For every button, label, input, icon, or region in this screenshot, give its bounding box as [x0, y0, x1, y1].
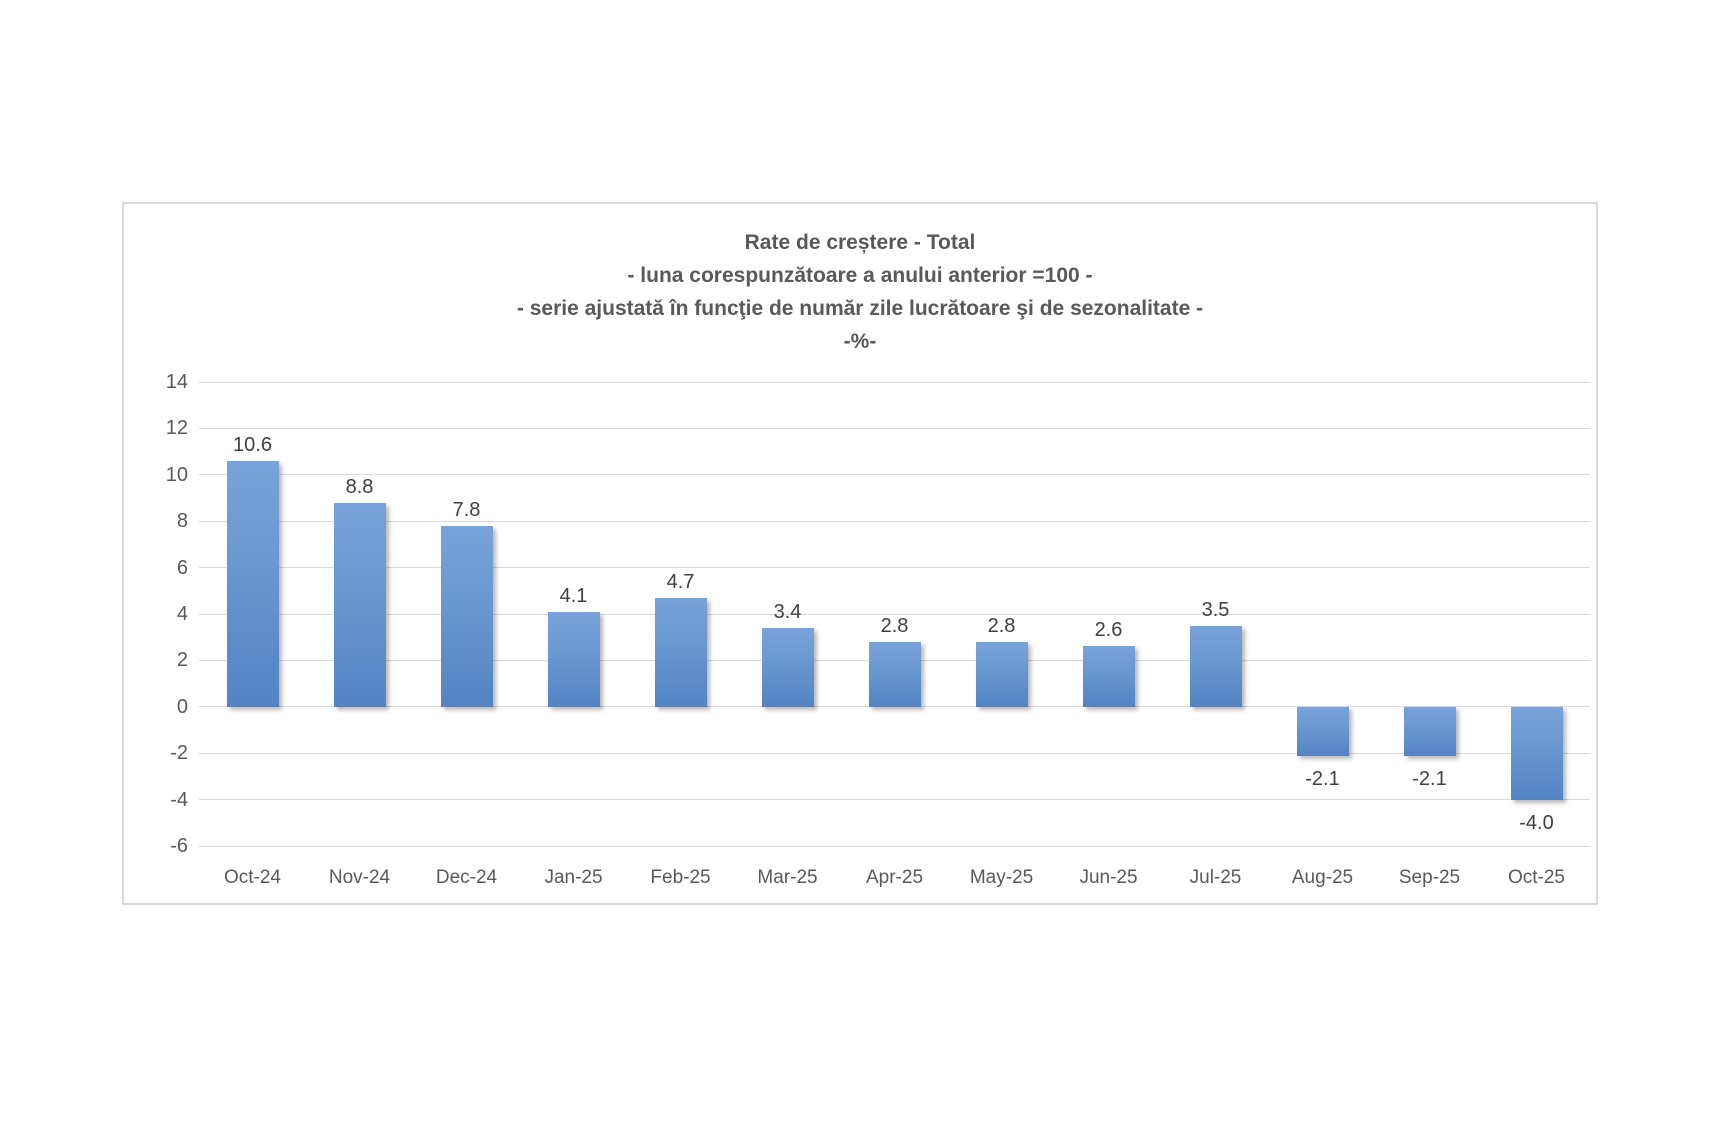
y-axis-label-12: 12 — [165, 417, 188, 440]
y-axis-label--4: -4 — [170, 788, 188, 811]
x-axis-label-Mar-25: Mar-25 — [757, 867, 818, 888]
plot-area: 14 12 10 8 6 4 2 0 -2 -4 -6 10.6 Oct-24 8.8 Nov-24 7.8 D… — [124, 204, 1596, 903]
x-axis-label-Nov-24: Nov-24 — [328, 867, 391, 888]
x-axis-label-May-25: May-25 — [969, 867, 1034, 888]
bar-value-Nov-24: 8.8 — [345, 475, 374, 498]
chart-title-line-2: - luna corespunzătoare a anului anterior… — [627, 264, 1093, 287]
bar-Sep-25 — [1403, 706, 1456, 756]
gridline-y-6 — [199, 567, 1590, 569]
y-axis-label--2: -2 — [170, 742, 188, 765]
bar-Oct-25 — [1510, 706, 1563, 800]
chart-title-line-1: Rate de creștere - Total — [744, 231, 976, 254]
bar-value-Aug-25: -2.1 — [1305, 767, 1340, 790]
gridline-y-14 — [199, 381, 1590, 383]
bar-Aug-25 — [1296, 706, 1349, 756]
bar-Nov-24 — [333, 502, 386, 707]
x-axis-label-Sep-25: Sep-25 — [1398, 867, 1461, 888]
bar-Oct-24 — [226, 460, 279, 707]
bar-value-Apr-25: 2.8 — [880, 614, 909, 637]
bar-value-Sep-25: -2.1 — [1412, 767, 1447, 790]
y-axis-label-8: 8 — [176, 510, 188, 533]
bar-value-Jul-25: 3.5 — [1201, 598, 1230, 621]
gridline-y--6 — [199, 845, 1590, 847]
chart-title: Rate de creștere - Total - luna corespun… — [124, 226, 1596, 358]
bar-value-Jun-25: 2.6 — [1094, 619, 1123, 642]
bar-Apr-25 — [868, 641, 921, 707]
x-axis-label-Dec-24: Dec-24 — [435, 867, 498, 888]
y-axis-label-0: 0 — [176, 695, 188, 718]
x-axis-label-Jun-25: Jun-25 — [1079, 867, 1138, 888]
y-axis-label-4: 4 — [176, 603, 188, 625]
bar-value-Oct-24: 10.6 — [233, 433, 272, 456]
y-axis-label--6: -6 — [170, 835, 188, 857]
x-axis-label-Jul-25: Jul-25 — [1189, 867, 1242, 888]
bar-Dec-24 — [440, 525, 493, 707]
x-axis-label-Oct-25: Oct-25 — [1507, 867, 1566, 888]
chart-frame: Rate de creștere - Total - luna corespun… — [122, 202, 1598, 905]
chart-title-line-4: -%- — [843, 330, 877, 353]
y-axis-label-14: 14 — [165, 371, 188, 393]
bar-Jul-25 — [1189, 625, 1242, 707]
gridline-y--4 — [199, 799, 1590, 801]
bar-value-Dec-24: 7.8 — [452, 498, 481, 521]
bar-Feb-25 — [654, 597, 707, 707]
bar-value-Mar-25: 3.4 — [773, 600, 802, 623]
bar-Jan-25 — [547, 611, 600, 707]
x-axis-label-Aug-25: Aug-25 — [1291, 867, 1354, 888]
bar-value-Feb-25: 4.7 — [666, 570, 695, 593]
x-axis-label-Oct-24: Oct-24 — [223, 867, 282, 888]
y-axis-label-2: 2 — [176, 649, 188, 672]
gridline-y-10 — [199, 474, 1590, 476]
gridline-y-0 — [199, 706, 1590, 708]
bar-Mar-25 — [761, 627, 814, 707]
bar-value-Jan-25: 4.1 — [559, 584, 588, 607]
bar-May-25 — [975, 641, 1028, 707]
bar-value-May-25: 2.8 — [987, 614, 1016, 637]
y-axis-label-6: 6 — [176, 556, 188, 579]
bar-Jun-25 — [1082, 646, 1135, 707]
gridline-y-8 — [199, 520, 1590, 522]
x-axis-label-Feb-25: Feb-25 — [650, 867, 711, 888]
y-axis-label-10: 10 — [165, 463, 188, 486]
gridline-y-12 — [199, 427, 1590, 429]
chart-title-line-3: - serie ajustată în funcţie de număr zil… — [516, 297, 1204, 320]
x-axis-label-Apr-25: Apr-25 — [865, 867, 924, 888]
bar-value-Oct-25: -4.0 — [1519, 811, 1554, 834]
gridline-y-4 — [199, 613, 1590, 615]
x-axis-label-Jan-25: Jan-25 — [544, 867, 603, 888]
gridline-y--2 — [199, 752, 1590, 754]
